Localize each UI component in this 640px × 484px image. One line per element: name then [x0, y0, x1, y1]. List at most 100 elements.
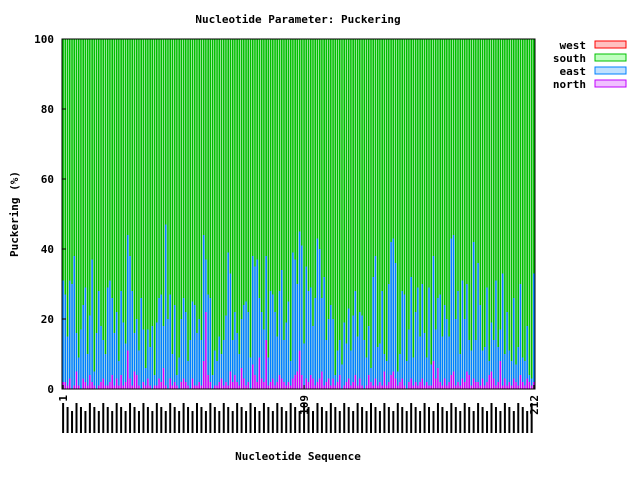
- bar-east: [176, 375, 178, 386]
- bar-east: [249, 357, 252, 389]
- bar-east: [265, 256, 267, 340]
- bar-east: [144, 368, 147, 386]
- bar-east: [504, 354, 506, 379]
- bar-south: [160, 39, 163, 295]
- x-tick-label-dense: [387, 407, 390, 433]
- bar-east: [292, 252, 294, 379]
- bar-south: [461, 39, 464, 281]
- bar-east: [479, 305, 482, 386]
- bar-east: [316, 238, 319, 382]
- x-tick-label-dense: [102, 403, 105, 433]
- bar-east: [178, 357, 180, 389]
- bar-north: [399, 382, 401, 389]
- bar-north: [443, 378, 446, 389]
- bar-east: [419, 336, 421, 382]
- bar-north: [314, 385, 317, 389]
- bar-north: [216, 385, 218, 389]
- bar-north: [388, 382, 390, 389]
- bar-east: [506, 312, 508, 386]
- bar-east: [466, 284, 468, 372]
- bar-north: [149, 385, 151, 389]
- bar-south: [446, 39, 448, 319]
- bar-north: [412, 385, 415, 389]
- x-tick-label-dense: [481, 407, 484, 433]
- bar-north: [316, 382, 319, 389]
- x-tick-label-dense: [499, 411, 502, 433]
- bar-south: [189, 39, 192, 340]
- bar-south: [314, 39, 317, 298]
- bar-east: [309, 287, 312, 375]
- bar-north: [350, 385, 352, 389]
- bar-east: [394, 263, 397, 379]
- x-tick-label-dense: [338, 411, 341, 433]
- bar-south: [294, 39, 296, 260]
- bar-north: [160, 382, 163, 389]
- bar-south: [528, 39, 531, 375]
- x-tick-label-dense: [120, 407, 123, 433]
- bar-north: [419, 382, 421, 389]
- bar-south: [468, 39, 470, 340]
- bar-south: [385, 39, 388, 361]
- x-tick-label-dense: [79, 407, 82, 433]
- x-tick-label-dense: [329, 403, 332, 433]
- bar-east: [202, 235, 205, 361]
- bar-south: [231, 39, 234, 340]
- bar-east: [127, 235, 129, 351]
- bar-east: [173, 305, 176, 382]
- bar-east: [283, 340, 285, 382]
- bar-east: [365, 357, 368, 386]
- bar-east: [82, 305, 85, 379]
- bar-south: [399, 39, 401, 354]
- bar-south: [356, 39, 359, 337]
- x-tick-label-dense: [195, 403, 198, 433]
- bar-east: [111, 298, 114, 375]
- x-tick-label-dense: [97, 411, 100, 433]
- x-tick-label-dense: [240, 407, 243, 433]
- bar-south: [327, 39, 330, 319]
- bar-north: [196, 385, 198, 389]
- x-tick-label-dense: [160, 407, 163, 433]
- bar-north: [403, 385, 406, 389]
- bar-north: [495, 385, 497, 389]
- x-tick-label-dense: [151, 411, 154, 433]
- bar-east: [379, 343, 381, 382]
- x-tick-label-dense: [115, 403, 118, 433]
- bar-south: [321, 39, 323, 298]
- bar-south: [66, 39, 69, 337]
- bar-south: [483, 39, 486, 347]
- x-tick-label-dense: [169, 403, 172, 433]
- bar-south: [463, 39, 466, 319]
- x-tick-label-dense: [432, 411, 435, 433]
- bar-east: [392, 238, 395, 372]
- bar-east: [207, 294, 209, 375]
- bar-south: [100, 39, 102, 326]
- bar-east: [167, 319, 169, 389]
- legend-swatch-east: [594, 66, 627, 75]
- bar-north: [104, 385, 107, 389]
- x-tick-label-dense: [325, 411, 328, 433]
- bar-south: [325, 39, 328, 340]
- x-tick-label-dense: [289, 403, 292, 433]
- bar-south: [481, 39, 484, 351]
- x-tick-label-dense: [312, 411, 315, 433]
- bar-east: [301, 245, 303, 375]
- bar-east: [97, 291, 100, 386]
- bar-south: [423, 39, 426, 333]
- bar-east: [122, 322, 125, 386]
- bar-south: [124, 39, 127, 344]
- bar-south: [140, 39, 143, 298]
- bar-east: [225, 315, 227, 382]
- bar-north: [463, 382, 466, 389]
- bar-south: [372, 39, 375, 277]
- x-tick-label-dense: [209, 403, 212, 433]
- bar-south: [307, 39, 310, 291]
- bar-south: [142, 39, 145, 330]
- bar-north: [526, 378, 529, 389]
- legend-swatch-south: [594, 53, 627, 62]
- bar-south: [256, 39, 259, 260]
- x-tick-label-dense: [374, 407, 377, 433]
- x-tick-label-dense: [517, 403, 520, 433]
- bar-south: [80, 39, 82, 330]
- bar-east: [343, 322, 346, 386]
